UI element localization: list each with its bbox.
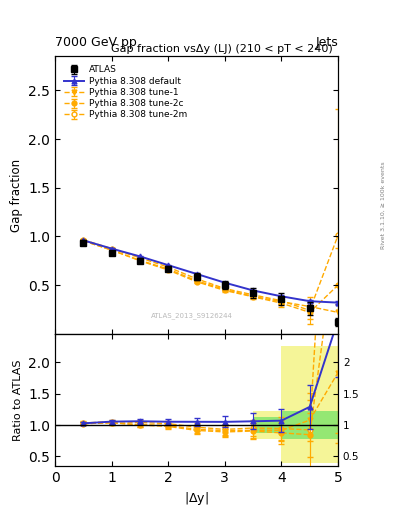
Legend: ATLAS, Pythia 8.308 default, Pythia 8.308 tune-1, Pythia 8.308 tune-2c, Pythia 8: ATLAS, Pythia 8.308 default, Pythia 8.30… (62, 63, 189, 121)
Text: Jets: Jets (315, 36, 338, 49)
Text: ATLAS_2013_S9126244: ATLAS_2013_S9126244 (151, 312, 233, 319)
Bar (310, 347, 341, 463)
Text: Rivet 3.1.10, ≥ 100k events: Rivet 3.1.10, ≥ 100k events (381, 161, 386, 249)
Text: Gap fraction vsΔy (LJ) (210 < pT < 240): Gap fraction vsΔy (LJ) (210 < pT < 240) (110, 44, 332, 54)
Y-axis label: Gap fraction: Gap fraction (9, 159, 23, 231)
Bar (281, 411, 310, 439)
Bar (253, 411, 281, 439)
Bar (253, 417, 281, 433)
Text: 7000 GeV pp: 7000 GeV pp (55, 36, 137, 49)
Bar (281, 347, 310, 463)
Bar (310, 411, 341, 439)
X-axis label: |$\Delta$y|: |$\Delta$y| (184, 490, 209, 507)
Y-axis label: Ratio to ATLAS: Ratio to ATLAS (13, 359, 23, 441)
